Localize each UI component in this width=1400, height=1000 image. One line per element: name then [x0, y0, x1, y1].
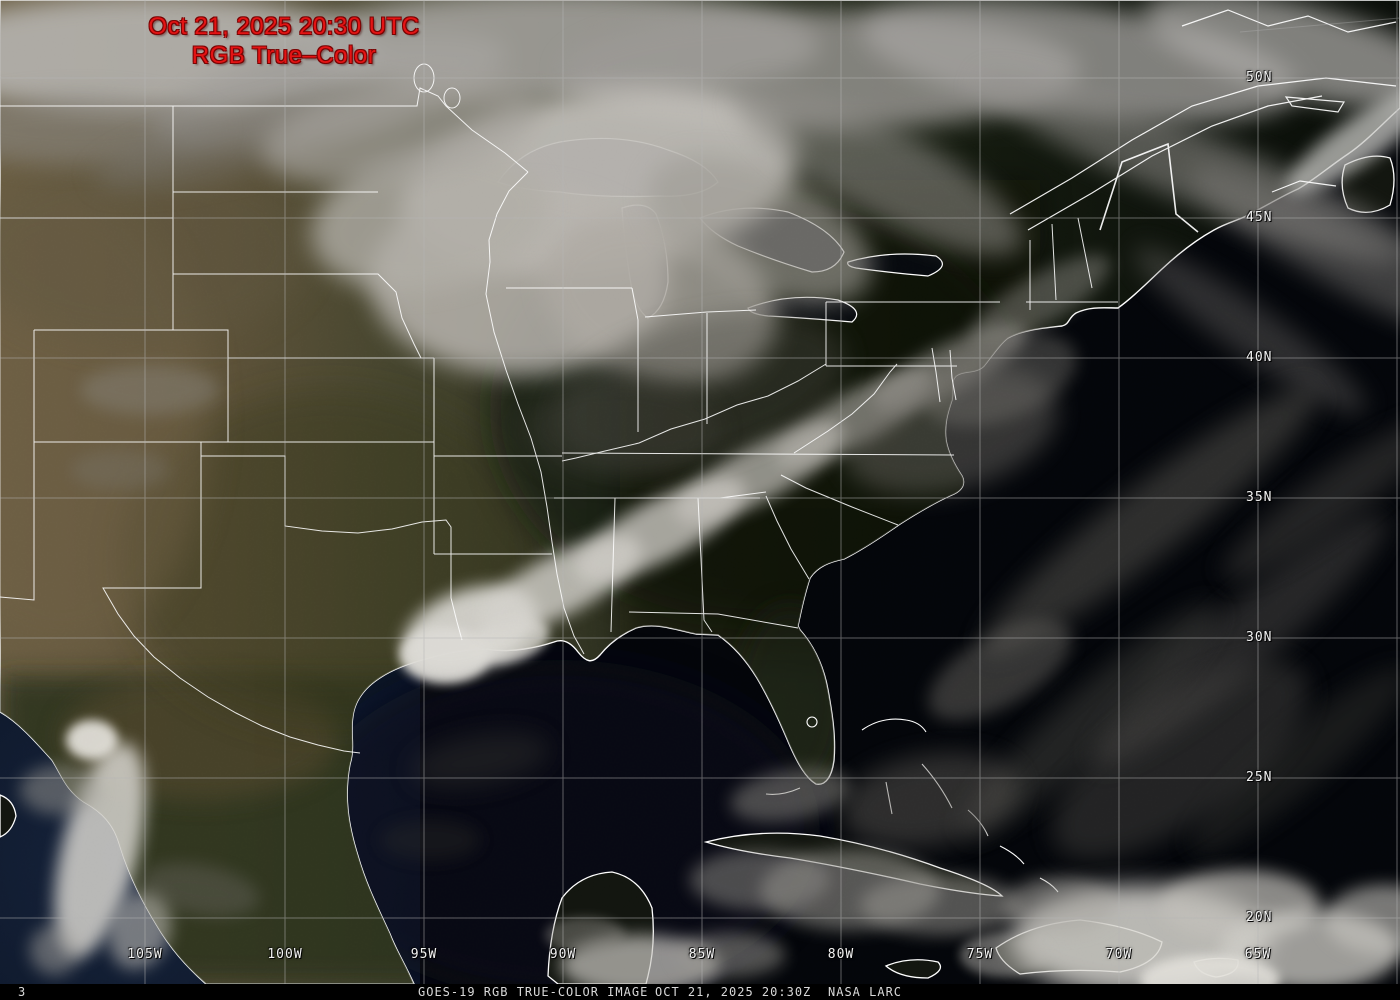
lon-label-95w: 95W	[410, 947, 438, 962]
lon-label-85w: 85W	[688, 947, 716, 962]
frame-number: 3	[18, 985, 27, 999]
lon-label-75w: 75W	[966, 947, 994, 962]
lon-label-90w: 90W	[549, 947, 577, 962]
caption-credit: NASA LARC	[828, 985, 903, 999]
lat-label-20n: 20N	[1246, 910, 1273, 925]
lat-label-50n: 50N	[1246, 70, 1273, 85]
lat-label-30n: 30N	[1246, 630, 1273, 645]
annotation-product: RGB True–Color	[191, 42, 377, 69]
lat-label-40n: 40N	[1246, 350, 1273, 365]
lon-label-70w: 70W	[1105, 947, 1133, 962]
lon-label-65w: 65W	[1244, 947, 1272, 962]
lon-label-80w: 80W	[827, 947, 855, 962]
lon-label-100w: 100W	[267, 947, 303, 962]
caption-product: GOES-19 RGB TRUE-COLOR IMAGE	[418, 985, 649, 999]
lat-label-25n: 25N	[1246, 770, 1273, 785]
lat-label-35n: 35N	[1246, 490, 1273, 505]
annotation-datetime: Oct 21, 2025 20:30 UTC	[148, 13, 420, 40]
lon-label-105w: 105W	[127, 947, 163, 962]
image-annotation: Oct 21, 2025 20:30 UTC RGB True–Color	[146, 12, 422, 70]
lat-label-45n: 45N	[1246, 210, 1273, 225]
caption-bar: 3 GOES-19 RGB TRUE-COLOR IMAGE OCT 21, 2…	[0, 984, 1400, 1000]
caption-timestamp: OCT 21, 2025 20:30Z	[655, 985, 812, 999]
